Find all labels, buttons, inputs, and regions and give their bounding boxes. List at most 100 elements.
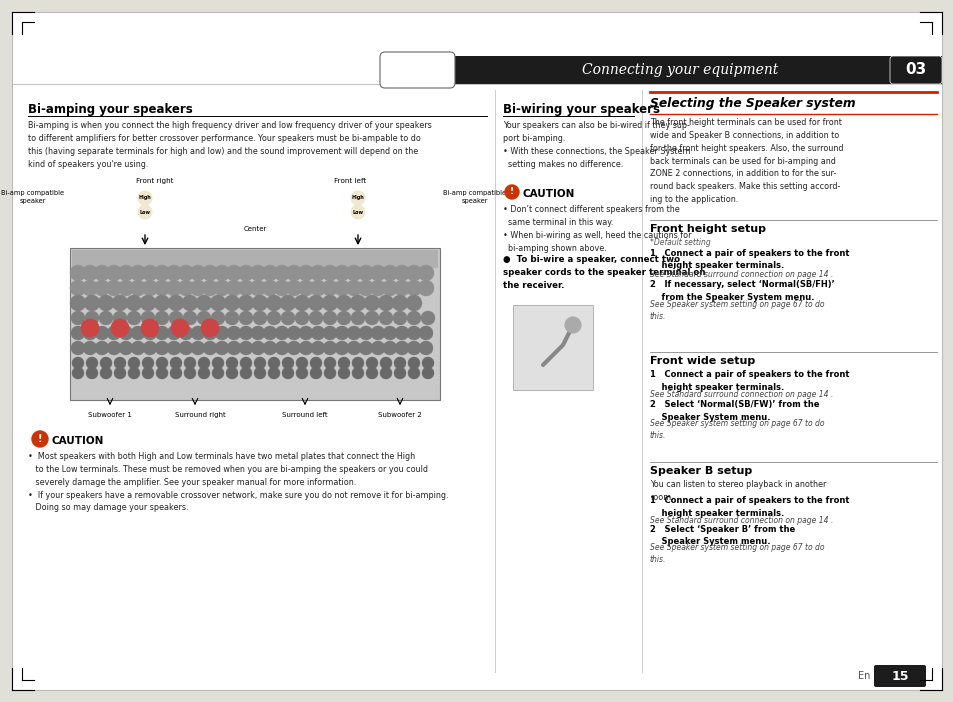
- Circle shape: [274, 280, 290, 296]
- Circle shape: [156, 357, 168, 369]
- Circle shape: [406, 265, 421, 281]
- Circle shape: [394, 357, 406, 369]
- Bar: [70, 248, 439, 400]
- Circle shape: [252, 295, 268, 311]
- Circle shape: [351, 311, 365, 325]
- Circle shape: [407, 341, 420, 355]
- Circle shape: [295, 367, 308, 379]
- Circle shape: [253, 357, 266, 369]
- Circle shape: [184, 367, 195, 379]
- Circle shape: [352, 357, 364, 369]
- Circle shape: [82, 265, 98, 281]
- Circle shape: [118, 280, 133, 296]
- Circle shape: [323, 311, 336, 325]
- Circle shape: [70, 280, 86, 296]
- Circle shape: [253, 367, 266, 379]
- Circle shape: [226, 367, 237, 379]
- Circle shape: [142, 280, 158, 296]
- Circle shape: [346, 280, 361, 296]
- Circle shape: [239, 311, 253, 325]
- Circle shape: [420, 311, 435, 325]
- Circle shape: [94, 265, 110, 281]
- Circle shape: [251, 341, 265, 355]
- Circle shape: [406, 280, 421, 296]
- Circle shape: [153, 265, 170, 281]
- Circle shape: [407, 311, 420, 325]
- Circle shape: [182, 295, 198, 311]
- Circle shape: [112, 295, 128, 311]
- Circle shape: [350, 295, 366, 311]
- Circle shape: [347, 326, 360, 340]
- Circle shape: [240, 367, 252, 379]
- Text: See Speaker system setting on page 67 to do
this.: See Speaker system setting on page 67 to…: [649, 543, 823, 564]
- Circle shape: [126, 295, 142, 311]
- Circle shape: [154, 326, 169, 340]
- Circle shape: [212, 367, 224, 379]
- Circle shape: [310, 265, 326, 281]
- Circle shape: [237, 280, 253, 296]
- Circle shape: [85, 311, 99, 325]
- Circle shape: [323, 341, 336, 355]
- Circle shape: [100, 367, 112, 379]
- Circle shape: [190, 265, 206, 281]
- Circle shape: [190, 280, 206, 296]
- Circle shape: [154, 341, 169, 355]
- Text: 15: 15: [890, 670, 908, 682]
- Circle shape: [352, 367, 364, 379]
- Text: ●  To bi-wire a speaker, connect two
speaker cords to the speaker terminal on
th: ● To bi-wire a speaker, connect two spea…: [502, 255, 705, 291]
- Circle shape: [128, 367, 140, 379]
- Circle shape: [71, 311, 85, 325]
- Circle shape: [334, 280, 350, 296]
- Circle shape: [381, 265, 397, 281]
- Circle shape: [504, 185, 518, 199]
- Circle shape: [113, 357, 126, 369]
- Circle shape: [295, 357, 308, 369]
- Circle shape: [203, 326, 216, 340]
- Circle shape: [365, 311, 378, 325]
- Circle shape: [346, 265, 361, 281]
- Circle shape: [203, 341, 216, 355]
- Circle shape: [81, 319, 99, 337]
- Text: 1   Connect a pair of speakers to the front
    height speaker terminals.: 1 Connect a pair of speakers to the fron…: [649, 249, 848, 270]
- Circle shape: [564, 317, 580, 333]
- Circle shape: [310, 367, 322, 379]
- Circle shape: [263, 326, 276, 340]
- Circle shape: [395, 326, 409, 340]
- Text: Speaker B setup: Speaker B setup: [649, 466, 752, 476]
- Circle shape: [179, 326, 193, 340]
- Circle shape: [100, 357, 112, 369]
- Circle shape: [251, 326, 265, 340]
- Circle shape: [128, 357, 140, 369]
- Circle shape: [370, 265, 386, 281]
- Circle shape: [262, 280, 277, 296]
- Circle shape: [142, 357, 153, 369]
- Text: High: High: [138, 195, 152, 201]
- Circle shape: [141, 311, 154, 325]
- Circle shape: [140, 295, 156, 311]
- Circle shape: [377, 295, 394, 311]
- Circle shape: [274, 265, 290, 281]
- Circle shape: [394, 280, 410, 296]
- Circle shape: [71, 341, 85, 355]
- Circle shape: [71, 326, 85, 340]
- Circle shape: [351, 205, 365, 219]
- Text: Bi-amp compatible
speaker: Bi-amp compatible speaker: [443, 190, 506, 204]
- Circle shape: [239, 326, 253, 340]
- Circle shape: [98, 295, 113, 311]
- Circle shape: [358, 326, 373, 340]
- Text: See Standard surround connection on page 14 .: See Standard surround connection on page…: [649, 270, 832, 279]
- Circle shape: [250, 265, 266, 281]
- Circle shape: [324, 357, 335, 369]
- Circle shape: [408, 367, 419, 379]
- Circle shape: [287, 326, 301, 340]
- Circle shape: [395, 341, 409, 355]
- Bar: [430, 56, 941, 84]
- Circle shape: [366, 367, 377, 379]
- Circle shape: [406, 295, 421, 311]
- Circle shape: [191, 326, 205, 340]
- Circle shape: [184, 357, 195, 369]
- Circle shape: [213, 265, 230, 281]
- FancyBboxPatch shape: [889, 56, 941, 84]
- Circle shape: [335, 326, 349, 340]
- Circle shape: [226, 357, 237, 369]
